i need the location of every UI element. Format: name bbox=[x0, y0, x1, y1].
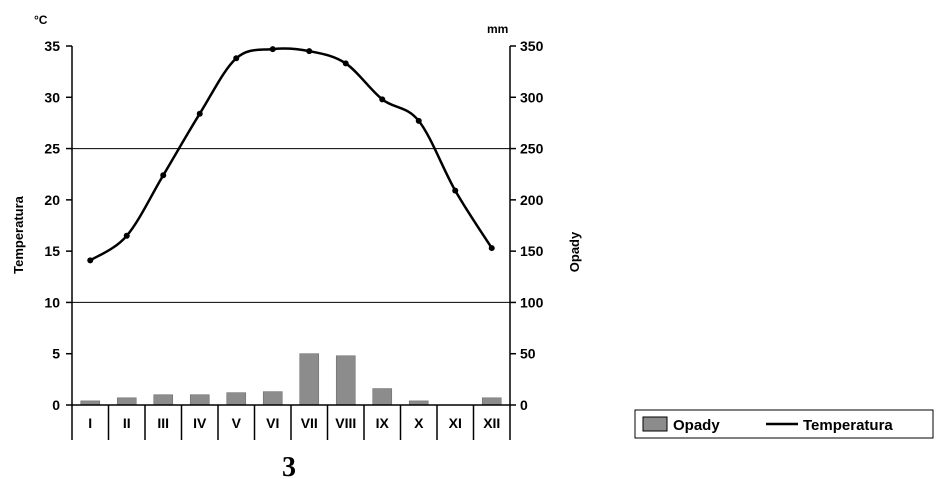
left-tick-label: 0 bbox=[52, 397, 60, 413]
right-tick-label: 0 bbox=[520, 397, 528, 413]
left-tick-label: 5 bbox=[52, 346, 60, 362]
category-label: IX bbox=[376, 415, 390, 431]
precipitation-bar bbox=[335, 355, 356, 406]
category-label: IV bbox=[193, 415, 207, 431]
category-label: II bbox=[123, 415, 131, 431]
axes bbox=[66, 45, 516, 440]
category-label: VIII bbox=[335, 415, 356, 431]
left-tick-label: 25 bbox=[44, 141, 60, 157]
precipitation-bar bbox=[153, 394, 174, 406]
right-tick-label: 100 bbox=[520, 294, 544, 310]
left-tick-label: 35 bbox=[44, 38, 60, 54]
legend-temperatura-label: Temperatura bbox=[803, 417, 893, 434]
right-axis-title: Opady bbox=[567, 231, 582, 272]
precipitation-bar bbox=[299, 353, 320, 406]
legend: Opady Temperatura bbox=[634, 409, 934, 439]
temperature-point bbox=[488, 245, 495, 252]
temperature-point bbox=[269, 46, 276, 53]
category-label: X bbox=[414, 415, 424, 431]
right-tick-label: 350 bbox=[520, 38, 544, 54]
temperature-line-path bbox=[89, 47, 493, 262]
right-tick-label: 150 bbox=[520, 243, 544, 259]
temperature-point bbox=[379, 96, 386, 103]
gridlines bbox=[72, 148, 510, 303]
right-axis-unit: mm bbox=[487, 22, 508, 36]
temperature-point bbox=[306, 48, 313, 55]
temperature-point bbox=[123, 232, 130, 239]
category-label: XII bbox=[483, 415, 500, 431]
right-tick-label: 250 bbox=[520, 141, 544, 157]
left-tick-label: 15 bbox=[44, 243, 60, 259]
temperature-point bbox=[415, 117, 422, 124]
left-axis-title: Temperatura bbox=[11, 195, 26, 274]
category-label: I bbox=[88, 415, 92, 431]
legend-opady-label: Opady bbox=[673, 417, 720, 434]
right-tick-label: 50 bbox=[520, 346, 536, 362]
left-tick-label: 30 bbox=[44, 89, 60, 105]
category-label: V bbox=[232, 415, 242, 431]
temperature-point bbox=[233, 55, 240, 62]
temperature-point bbox=[196, 110, 203, 117]
right-tick-label: 300 bbox=[520, 89, 544, 105]
temperature-point bbox=[452, 187, 459, 194]
precipitation-bar bbox=[116, 397, 137, 406]
precipitation-bar bbox=[262, 391, 283, 406]
precipitation-bar bbox=[226, 392, 247, 406]
category-label: VI bbox=[266, 415, 279, 431]
category-label: VII bbox=[301, 415, 318, 431]
temperature-point bbox=[342, 60, 349, 67]
temperature-point bbox=[160, 172, 167, 179]
left-axis-unit: °C bbox=[34, 13, 48, 27]
precipitation-bar bbox=[372, 388, 393, 406]
category-label: III bbox=[157, 415, 169, 431]
legend-opady-swatch bbox=[642, 416, 668, 432]
precipitation-bars bbox=[80, 353, 502, 406]
left-tick-label: 20 bbox=[44, 192, 60, 208]
precipitation-bar bbox=[481, 397, 502, 406]
precipitation-bar bbox=[189, 394, 210, 406]
category-label: XI bbox=[449, 415, 462, 431]
temperature-line bbox=[87, 46, 495, 264]
right-tick-label: 200 bbox=[520, 192, 544, 208]
left-tick-label: 10 bbox=[44, 294, 60, 310]
temperature-point bbox=[87, 257, 94, 264]
figure-number: 3 bbox=[282, 452, 296, 479]
